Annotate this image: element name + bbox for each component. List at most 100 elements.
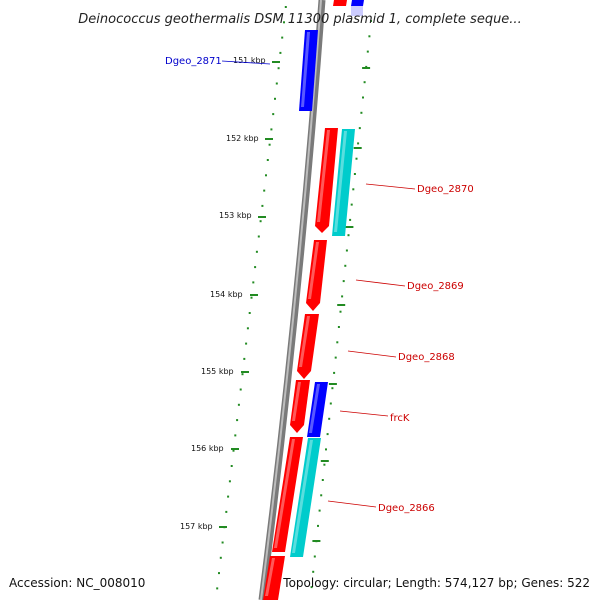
- outer-ring-dot: [255, 250, 258, 253]
- outer-ring-dot: [283, 21, 285, 24]
- inner-ring-dot: [328, 417, 331, 420]
- outer-ring-dot: [245, 342, 248, 345]
- inner-ring-dash: [353, 147, 362, 149]
- gene-features: [263, 0, 364, 600]
- outer-ring-dot: [274, 97, 276, 100]
- gene-label-leader: [221, 60, 271, 65]
- inner-ring-dot: [334, 356, 337, 359]
- gene-label: Dgeo_2868: [398, 352, 455, 363]
- inner-ring-dot: [349, 218, 352, 221]
- kbp-tick-label: 156 kbp: [191, 444, 224, 453]
- kbp-tick-label: 152 kbp: [226, 134, 259, 143]
- kbp-tick-label: 151 kbp: [233, 56, 266, 65]
- inner-ring-dot: [318, 509, 321, 512]
- outer-ring-dot: [272, 113, 275, 116]
- outer-ring-dot: [250, 296, 253, 299]
- gene-label-leader: [347, 350, 397, 358]
- outer-ring-dot: [225, 510, 228, 513]
- outer-ring-dot: [228, 480, 231, 483]
- inner-ring-dot: [325, 448, 327, 451]
- kbp-tick: [219, 526, 227, 528]
- outer-ring-dot: [263, 189, 266, 192]
- gene-label-leader: [355, 279, 406, 287]
- gene-label: Dgeo_2870: [417, 184, 474, 195]
- outer-ring-dot: [230, 465, 233, 467]
- inner-ring-dot: [337, 326, 340, 328]
- inner-ring-dot: [323, 463, 326, 466]
- outer-ring-dot: [216, 587, 219, 590]
- outer-ring-dot: [246, 327, 249, 330]
- outer-ring-dot: [266, 159, 269, 161]
- inner-ring-dot: [355, 157, 358, 160]
- outer-ring-dot: [227, 495, 230, 498]
- topology-text: Topology: circular; Length: 574,127 bp; …: [282, 576, 590, 590]
- inner-ring-dot: [347, 234, 350, 237]
- kbp-tick: [250, 294, 258, 296]
- inner-ring-dot: [353, 173, 356, 175]
- outer-ring-dot: [254, 266, 257, 269]
- inner-ring-dot: [352, 188, 355, 191]
- accession-text: Accession: NC_008010: [9, 576, 145, 590]
- gene-label-leader: [339, 410, 389, 417]
- inner-ring-dot: [344, 264, 347, 267]
- kbp-tick: [265, 138, 273, 140]
- inner-dotted-ring: [310, 20, 372, 589]
- outer-ring-dot: [248, 312, 251, 314]
- inner-ring-dash: [337, 304, 346, 306]
- inner-ring-dot: [341, 295, 344, 298]
- outer-ring-dot: [257, 235, 260, 238]
- gene-feature-top-blue-fade: [351, 6, 363, 16]
- kbp-tick: [241, 371, 249, 373]
- inner-ring-dot: [317, 524, 319, 527]
- outer-ring-dot: [275, 82, 278, 85]
- inner-ring-dot: [370, 20, 372, 22]
- outer-ring-dot: [239, 388, 242, 391]
- gene-feature-dgeo-2868: [297, 314, 319, 379]
- inner-ring-dot: [331, 387, 334, 390]
- inner-ring-dot: [313, 555, 316, 558]
- gene-label: frcK: [390, 413, 410, 424]
- gene-feature-frck-blue: [307, 382, 328, 437]
- inner-ring-dot: [336, 341, 339, 344]
- outer-ring-dot: [279, 51, 282, 54]
- kbp-tick-marks: 151 kbp 152 kbp 153 kbp 154 kbp 155 kbp 156 k…: [180, 56, 280, 531]
- inner-ring-dot: [350, 203, 353, 206]
- outer-ring-dot: [252, 281, 255, 284]
- outer-ring-dot: [281, 36, 284, 39]
- kbp-tick-label: 157 kbp: [180, 522, 213, 531]
- inner-ring-dot: [368, 35, 371, 38]
- outer-ring-dot: [268, 143, 271, 146]
- inner-ring-dot: [342, 280, 345, 283]
- kbp-tick-label: 155 kbp: [201, 367, 234, 376]
- inner-ring-dash: [312, 540, 321, 542]
- outer-ring-dot: [261, 204, 264, 207]
- inner-ring-dot: [312, 570, 315, 573]
- gene-label-leader: [327, 500, 377, 508]
- inner-ring-dash: [320, 460, 329, 462]
- gene-feature-dgeo-2869: [306, 240, 327, 311]
- outer-ring-dot: [236, 419, 239, 422]
- outer-ring-dot: [259, 220, 262, 223]
- inner-ring-dot: [345, 249, 348, 252]
- kbp-tick: [258, 216, 266, 218]
- outer-ring-dot: [234, 434, 237, 437]
- gene-feature-bottom-red: [263, 556, 285, 600]
- inner-ring-dot: [329, 402, 332, 405]
- gene-feature-dgeo-2871: [299, 30, 318, 111]
- inner-ring-dot: [362, 96, 364, 99]
- inner-ring-dot: [320, 494, 323, 497]
- kbp-tick-label: 154 kbp: [210, 290, 243, 299]
- inner-ring-dash: [328, 383, 337, 385]
- gene-feature-dgeo-2870: [315, 128, 338, 233]
- inner-ring-dot: [310, 586, 313, 589]
- inner-ring-dot: [333, 371, 336, 374]
- inner-ring-dash: [362, 67, 371, 69]
- outer-ring-dot: [270, 128, 273, 131]
- inner-ring-dot: [363, 81, 366, 84]
- outer-ring-dot: [218, 572, 220, 575]
- outer-ring-dot: [241, 373, 244, 376]
- gene-feature-frck: [290, 380, 310, 433]
- outer-ring-dot: [277, 67, 280, 70]
